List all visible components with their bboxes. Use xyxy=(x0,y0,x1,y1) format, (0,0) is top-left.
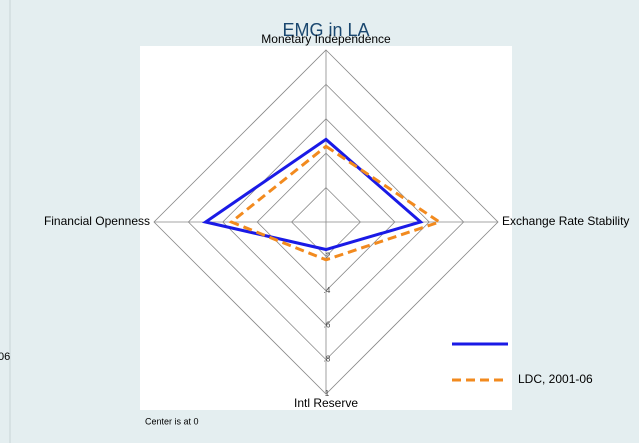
axis-label: Exchange Rate Stability xyxy=(502,214,629,228)
chart-title: EMG in LA xyxy=(282,20,369,40)
axis-label: Monetary Independence xyxy=(261,32,391,46)
axis-label: Intl Reserve xyxy=(294,396,358,410)
tick-label: .2 xyxy=(324,252,331,261)
note: Center is at 0 xyxy=(145,416,199,426)
legend-label: LDC, 2001-06 xyxy=(518,372,593,386)
series-line xyxy=(228,144,443,262)
series-line xyxy=(201,137,424,252)
grid-ring xyxy=(187,83,465,361)
axis-label: Financial Openness xyxy=(44,214,150,228)
cropped-text: 06 xyxy=(0,351,10,363)
tick-label: .4 xyxy=(324,286,331,295)
tick-label: 1 xyxy=(325,389,330,398)
grid-ring xyxy=(256,152,396,292)
grid-ring xyxy=(291,187,361,257)
tick-label: .8 xyxy=(324,355,331,364)
grid-ring xyxy=(153,49,499,395)
tick-label: .6 xyxy=(324,320,331,329)
